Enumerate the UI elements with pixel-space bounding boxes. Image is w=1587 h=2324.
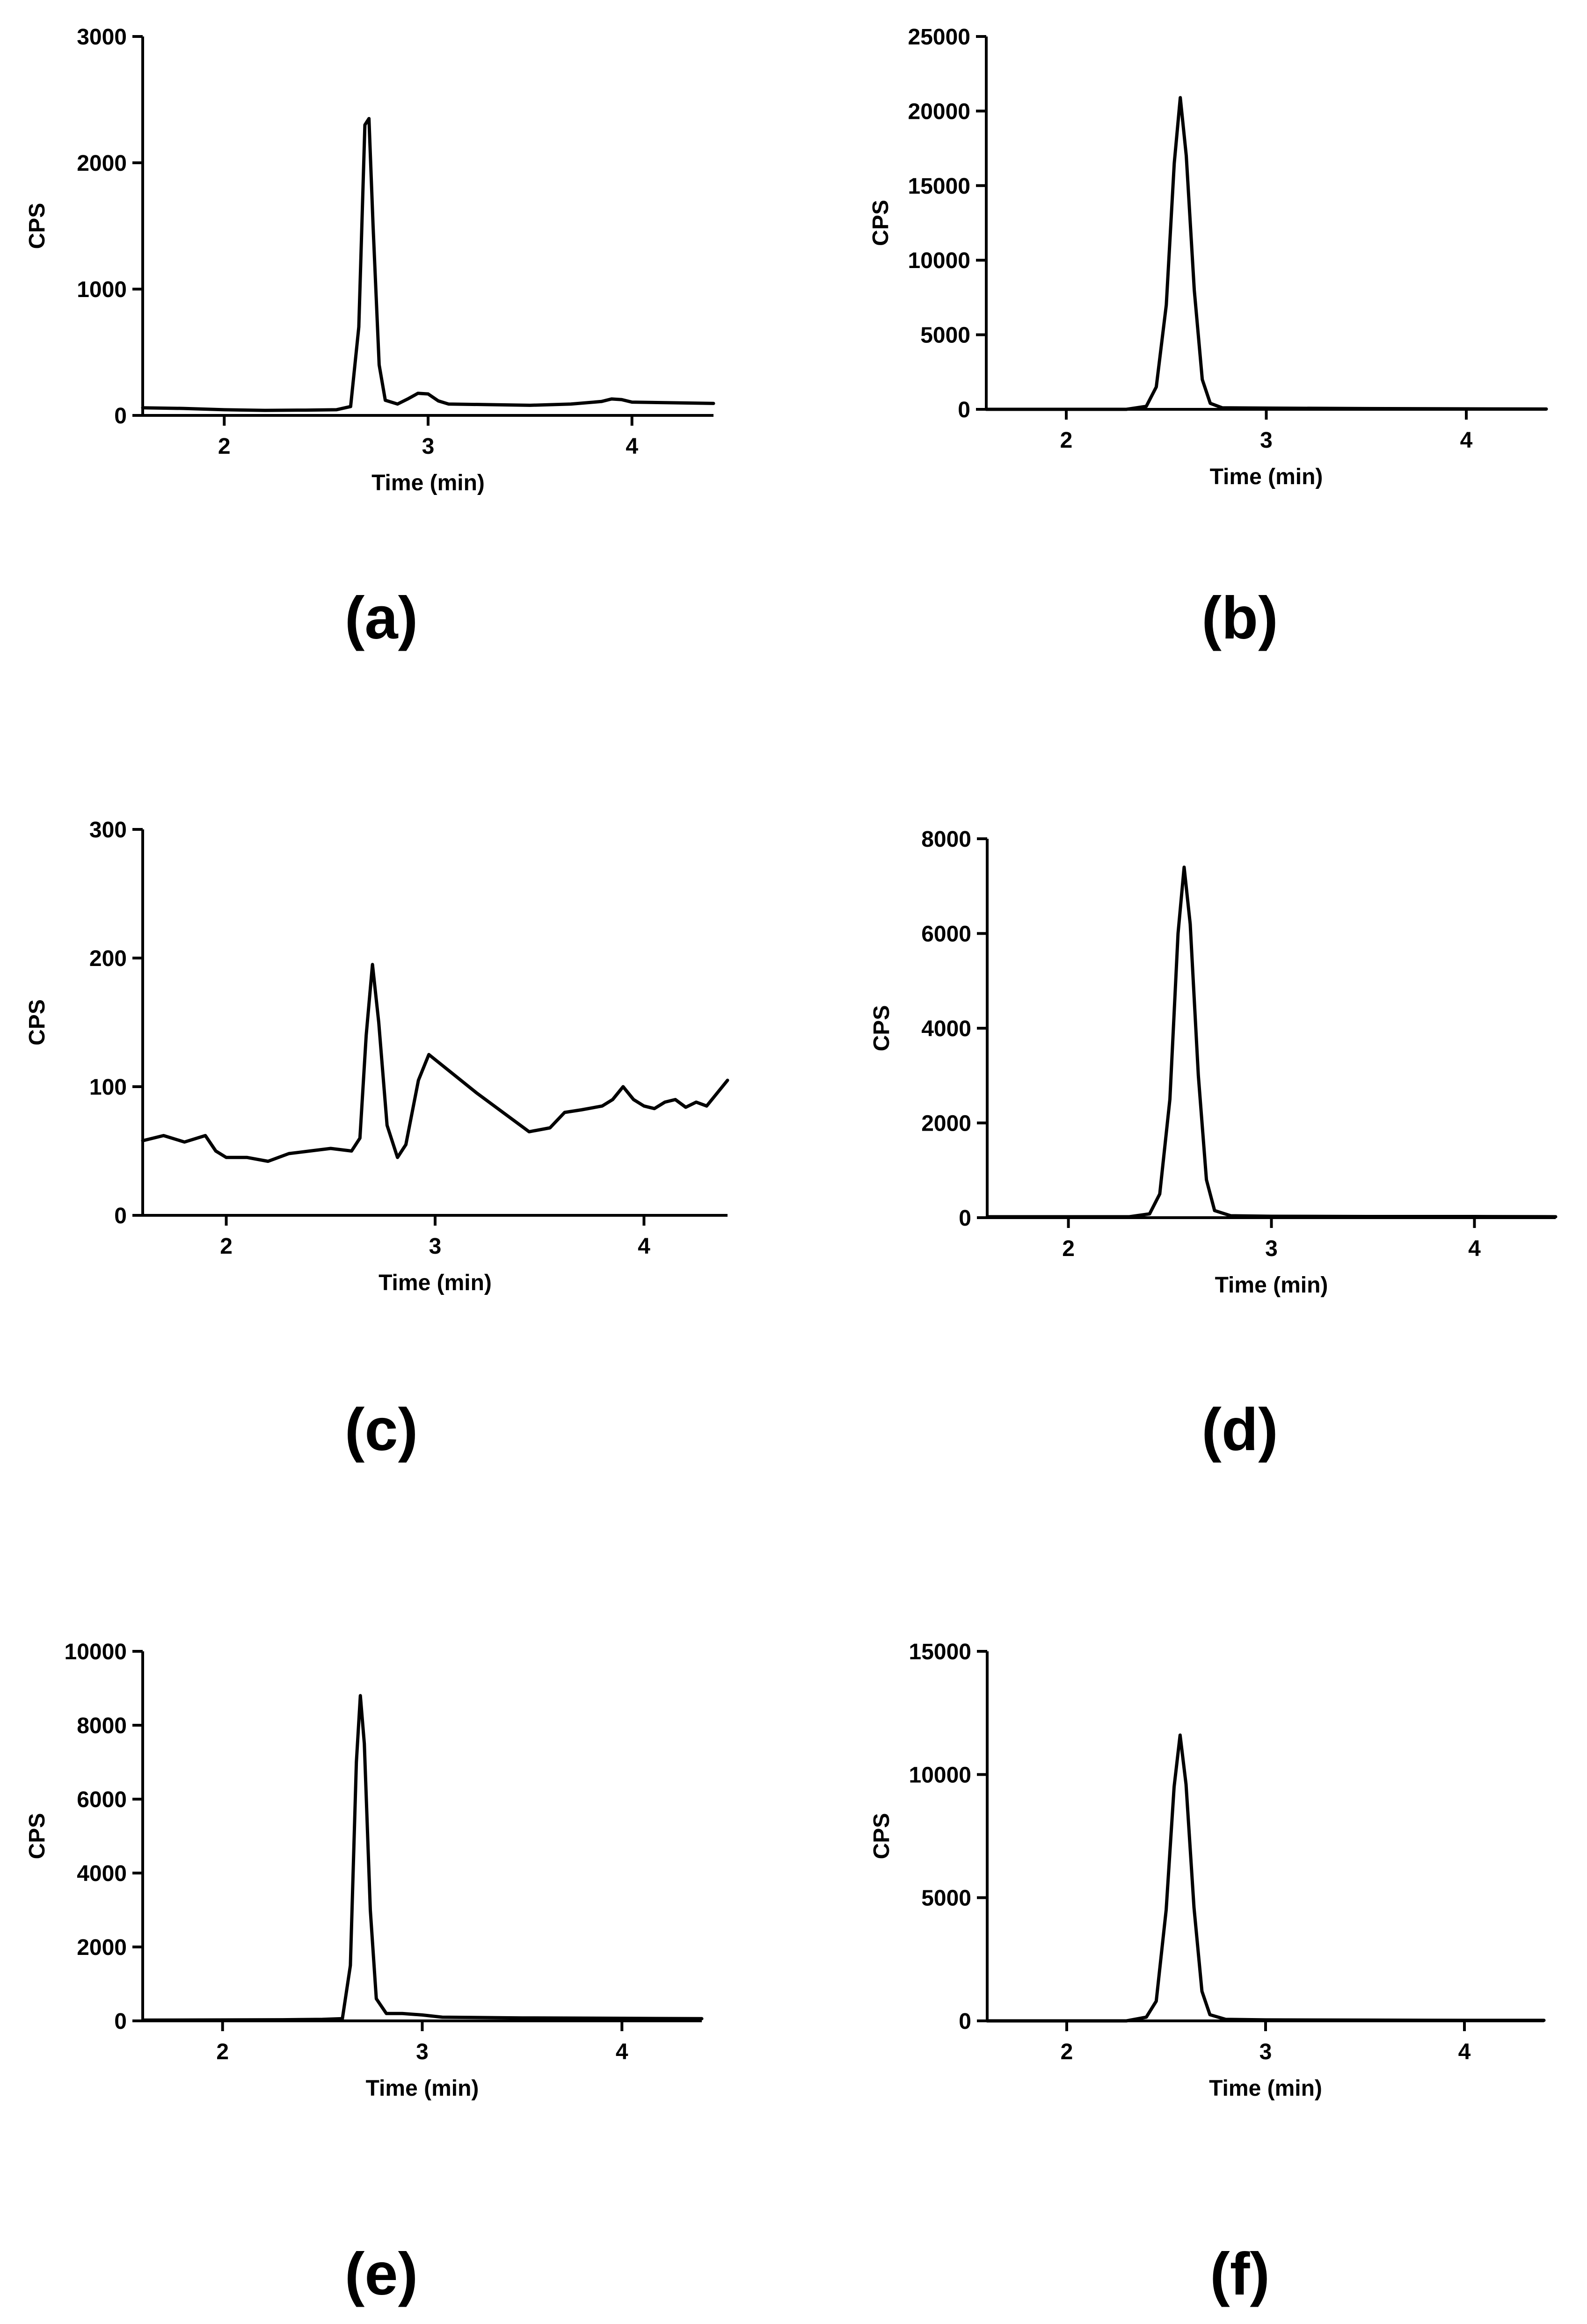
- chart-panel-e: 0 2000 4000 6000 8000 10000 2 3 4 Time (min) CPS (e…: [25, 1640, 704, 2308]
- y-tick-label: 15000: [908, 174, 970, 199]
- x-tick-label: 2: [1061, 2040, 1073, 2064]
- y-tick-label: 15000: [909, 1640, 971, 1664]
- x-tick-label: 4: [638, 1234, 650, 1259]
- y-tick-label: 5000: [920, 323, 970, 348]
- chart-panel-d: 0 2000 4000 6000 8000 2 3 4 Time (min) CPS (d): [869, 827, 1558, 1463]
- series-line-a: [141, 117, 715, 412]
- series-line-b: [984, 96, 1548, 411]
- x-tick-label: 2: [216, 2040, 229, 2064]
- y-tick-label: 25000: [908, 25, 970, 50]
- y-tick-label: 2000: [921, 1111, 971, 1136]
- x-tick-label: 4: [1460, 428, 1473, 453]
- y-tick-label: 8000: [77, 1714, 127, 1738]
- y-axis-title: CPS: [869, 1005, 894, 1052]
- chart-panel-a: 0 1000 2000 3000 2 3 4 Time (min) CPS (a): [25, 25, 715, 652]
- y-axis-title: CPS: [25, 1813, 50, 1859]
- series-line-d: [985, 865, 1558, 1219]
- y-tick-label: 4000: [921, 1017, 971, 1041]
- y-axis-title: CPS: [25, 999, 50, 1046]
- x-axis-title: Time (min): [366, 2076, 479, 2101]
- chart-panel-b: 0 5000 10000 15000 20000 25000 2 3 4 Time (min) CP…: [868, 25, 1548, 652]
- panel-label-f: (f): [1210, 2241, 1270, 2308]
- y-tick-label: 5000: [921, 1886, 971, 1911]
- x-axis-title: Time (min): [379, 1271, 492, 1295]
- y-axis-title: CPS: [868, 200, 893, 246]
- x-axis-title: Time (min): [1215, 1273, 1328, 1298]
- y-tick-label: 0: [959, 1206, 971, 1231]
- y-tick-label: 1000: [77, 277, 127, 302]
- y-tick-label: 4000: [77, 1861, 127, 1886]
- panel-label-e: (e): [345, 2241, 418, 2308]
- y-tick-label: 10000: [65, 1640, 127, 1664]
- x-tick-label: 4: [1468, 1236, 1481, 1261]
- y-tick-label: 0: [114, 404, 127, 428]
- x-tick-label: 3: [416, 2040, 429, 2064]
- y-tick-label: 0: [959, 2009, 971, 2034]
- x-axis-title: Time (min): [1209, 2076, 1322, 2101]
- y-tick-label: 6000: [921, 922, 971, 947]
- y-tick-label: 10000: [909, 1763, 971, 1787]
- x-tick-label: 2: [218, 434, 231, 459]
- y-axis-title: CPS: [25, 203, 50, 249]
- x-axis-title: Time (min): [371, 471, 485, 495]
- x-tick-label: 2: [220, 1234, 233, 1259]
- panel-label-d: (d): [1201, 1396, 1278, 1463]
- y-tick-label: 100: [89, 1075, 127, 1100]
- series-line-f: [985, 1733, 1546, 2023]
- y-tick-label: 6000: [77, 1787, 127, 1812]
- panel-label-a: (a): [345, 585, 418, 652]
- y-tick-label: 10000: [908, 248, 970, 273]
- chart-panel-c: 0 100 200 300 2 3 4 Time (min) CPS (c): [25, 818, 729, 1463]
- y-tick-label: 8000: [921, 827, 971, 852]
- panel-label-c: (c): [345, 1396, 418, 1463]
- x-tick-label: 3: [1265, 1236, 1278, 1261]
- y-tick-label: 200: [89, 946, 127, 971]
- y-tick-label: 0: [958, 398, 970, 422]
- x-tick-label: 3: [422, 434, 435, 459]
- x-tick-label: 2: [1062, 1236, 1075, 1261]
- x-tick-label: 4: [626, 434, 638, 459]
- panel-label-b: (b): [1201, 585, 1278, 652]
- x-tick-label: 3: [429, 1234, 442, 1259]
- x-tick-label: 4: [1458, 2040, 1471, 2064]
- x-tick-label: 3: [1260, 428, 1273, 453]
- x-tick-label: 3: [1259, 2040, 1272, 2064]
- x-tick-label: 2: [1060, 428, 1073, 453]
- x-axis-title: Time (min): [1210, 465, 1323, 489]
- y-tick-label: 20000: [908, 99, 970, 124]
- y-tick-label: 0: [114, 2009, 127, 2034]
- y-tick-label: 0: [114, 1204, 127, 1228]
- chart-panel-f: 0 5000 10000 15000 2 3 4 Time (min) CPS (f): [869, 1640, 1546, 2308]
- y-tick-label: 3000: [77, 25, 127, 50]
- y-axis-title: CPS: [869, 1813, 894, 1859]
- x-tick-label: 4: [616, 2040, 628, 2064]
- y-tick-label: 300: [89, 818, 127, 842]
- series-line-c: [141, 963, 729, 1163]
- y-tick-label: 2000: [77, 151, 127, 176]
- y-tick-label: 2000: [77, 1935, 127, 1960]
- series-line-e: [141, 1694, 704, 2022]
